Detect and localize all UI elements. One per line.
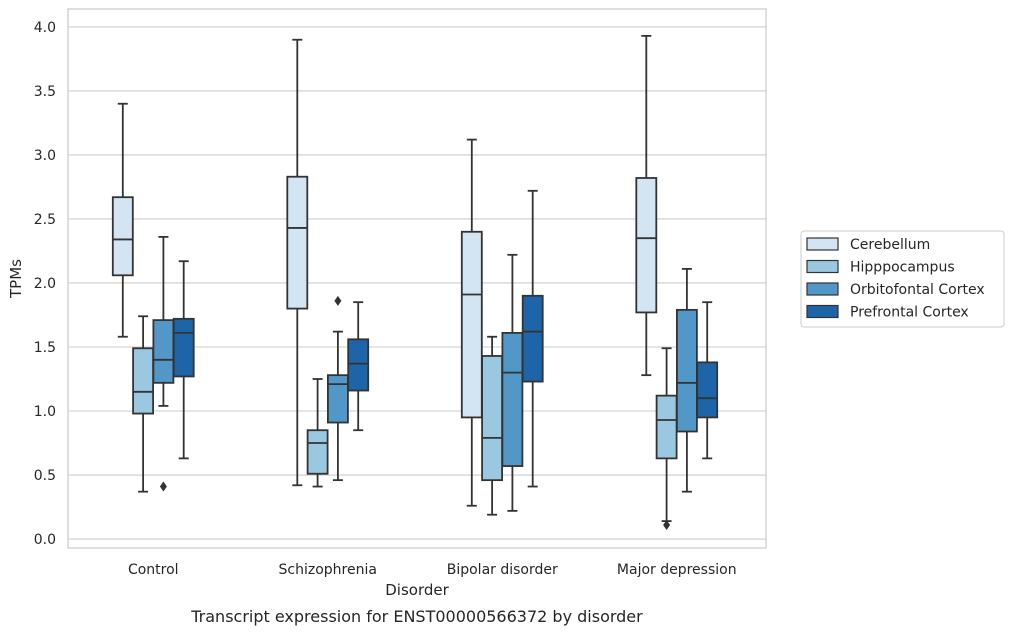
box-iqr xyxy=(521,294,544,383)
box-iqr xyxy=(501,332,524,467)
y-tick-label: 2.5 xyxy=(34,212,56,228)
outlier-point xyxy=(159,481,167,492)
box-hipppocampus xyxy=(655,347,678,530)
box-hipppocampus xyxy=(132,315,155,493)
y-tick-label: 2.0 xyxy=(34,276,56,292)
x-axis-ticks: Control Schizophrenia Bipolar disorder Majo… xyxy=(128,562,737,578)
y-tick-label: 3.0 xyxy=(34,148,56,164)
legend-swatch xyxy=(806,259,839,274)
y-tick-label: 1.5 xyxy=(34,340,56,356)
outlier-point xyxy=(334,295,342,306)
y-tick-label: 1.0 xyxy=(34,404,56,420)
box-prefrontal-cortex xyxy=(521,189,544,488)
box-iqr xyxy=(655,394,678,460)
box-hipppocampus xyxy=(306,378,329,488)
y-tick-label: 0.0 xyxy=(34,532,56,548)
box-iqr xyxy=(306,429,329,475)
grid-lines xyxy=(68,26,766,540)
box-iqr xyxy=(111,196,134,277)
plot-frame xyxy=(67,8,767,549)
x-tick-label: Major depression xyxy=(617,562,737,578)
box-iqr xyxy=(152,319,175,384)
y-axis-label: TPMs xyxy=(7,259,25,299)
x-tick-label: Control xyxy=(128,562,179,578)
box-hipppocampus xyxy=(481,335,504,516)
legend: Cerebellum Hipppocampus Orbitofontal Corte… xyxy=(800,230,1005,328)
y-tick-label: 3.5 xyxy=(34,84,56,100)
box-iqr xyxy=(326,374,349,424)
box-iqr xyxy=(132,347,155,415)
box-iqr xyxy=(696,361,719,419)
chart-caption: Transcript expression for ENST0000056637… xyxy=(190,607,643,626)
y-axis-ticks: 0.0 0.5 1.0 1.5 2.0 2.5 3.0 3.5 4.0 xyxy=(34,20,56,548)
x-axis-label: Disorder xyxy=(385,581,449,599)
legend-frame xyxy=(800,230,1005,328)
box-cerebellum xyxy=(111,102,134,338)
box-prefrontal-cortex xyxy=(172,260,195,460)
legend-swatch xyxy=(806,237,839,251)
legend-label: Orbitofontal Cortex xyxy=(850,282,985,298)
x-tick-label: Bipolar disorder xyxy=(447,562,558,578)
box-prefrontal-cortex xyxy=(696,301,719,460)
box-orbitofontal-cortex xyxy=(501,253,524,512)
box-orbitofontal-cortex xyxy=(676,267,698,493)
box-orbitofontal-cortex xyxy=(326,295,349,482)
legend-label: Cerebellum xyxy=(850,237,930,253)
x-tick-label: Schizophrenia xyxy=(279,562,377,578)
legend-swatch xyxy=(806,282,839,296)
box-cerebellum xyxy=(286,38,309,487)
legend-swatch xyxy=(806,304,839,319)
box-orbitofontal-cortex xyxy=(152,235,175,492)
legend-label: Hipppocampus xyxy=(850,260,955,276)
legend-label: Prefrontal Cortex xyxy=(850,305,969,321)
box-iqr xyxy=(347,338,370,392)
y-tick-label: 4.0 xyxy=(34,20,56,36)
box-iqr xyxy=(460,230,483,419)
outlier-point xyxy=(663,519,671,530)
box-iqr xyxy=(286,175,309,310)
box-iqr xyxy=(172,317,195,378)
boxes-layer xyxy=(111,34,719,530)
y-tick-label: 0.5 xyxy=(34,468,56,484)
box-prefrontal-cortex xyxy=(347,301,370,432)
box-cerebellum xyxy=(635,34,658,377)
box-iqr xyxy=(635,177,658,314)
box-iqr xyxy=(676,308,698,433)
box-cerebellum xyxy=(460,138,483,507)
box-iqr xyxy=(481,355,504,482)
